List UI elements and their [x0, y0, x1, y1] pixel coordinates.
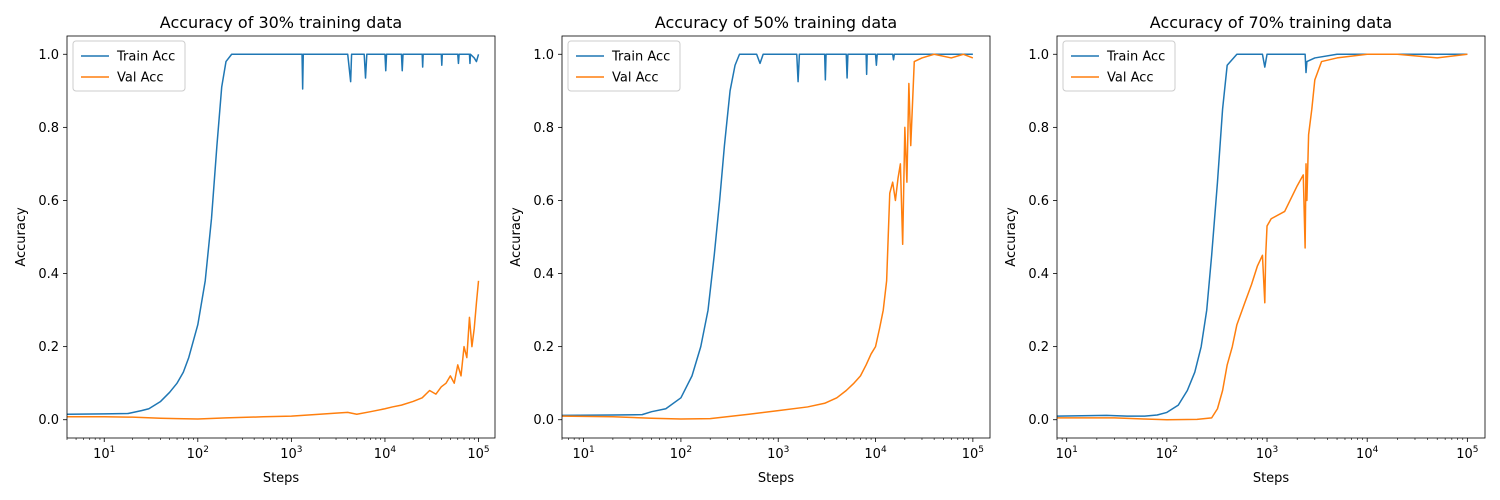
legend-box [72, 40, 186, 92]
x-tick-label: 102 [187, 445, 209, 462]
chart-panel-3: Accuracy of 70% training data 0.0 0.2 0.4 0.… [1004, 13, 1486, 486]
chart-title: Accuracy of 70% training data [1150, 13, 1392, 32]
legend-label: Train Acc [1106, 50, 1165, 65]
y-tick-label: 0.0 [533, 413, 554, 428]
x-tick-label: 103 [280, 445, 302, 462]
plot-frame [1056, 35, 1486, 439]
chart-panel-1: Accuracy of 30% training data 0.0 0.2 0.4 0.… [14, 13, 496, 486]
series-line-train [562, 53, 973, 417]
y-tick-label: 0.6 [533, 194, 554, 209]
series-line-val [562, 53, 974, 420]
plot-frame [66, 35, 496, 439]
x-tick-label: 102 [670, 445, 692, 462]
x-tick-label: 104 [864, 445, 887, 462]
x-tick-label: 105 [962, 445, 984, 462]
chart-title: Accuracy of 50% training data [655, 13, 897, 32]
y-tick-label: 1.0 [533, 48, 554, 63]
y-tick-label: 0.2 [38, 340, 59, 355]
x-tick-label: 104 [374, 445, 397, 462]
x-tick-label: 105 [1456, 445, 1478, 462]
series-line-val [67, 280, 480, 420]
y-tick-label: 0.8 [533, 121, 554, 136]
series-line-train [67, 53, 480, 415]
y-tick-label: 1.0 [38, 48, 59, 63]
legend-label: Val Acc [612, 71, 659, 86]
x-tick-label: 101 [1056, 445, 1078, 462]
y-tick-label: 1.0 [1028, 48, 1049, 63]
y-axis-label: Accuracy [14, 207, 29, 267]
legend-box [1062, 40, 1176, 92]
y-tick-label: 0.0 [1028, 413, 1049, 428]
x-tick-label: 101 [93, 445, 115, 462]
legend-label: Val Acc [117, 71, 164, 86]
y-tick-label: 0.4 [1028, 267, 1049, 282]
x-axis-label: Steps [758, 471, 795, 486]
y-tick-label: 0.0 [38, 413, 59, 428]
y-tick-label: 0.4 [38, 267, 59, 282]
y-tick-label: 0.6 [38, 194, 59, 209]
legend-label: Val Acc [1107, 71, 1154, 86]
legend: Train Acc Val Acc [567, 40, 681, 92]
y-tick-label: 0.8 [38, 121, 59, 136]
legend-label: Train Acc [611, 50, 670, 65]
x-axis-label: Steps [1253, 471, 1290, 486]
x-tick-label: 104 [1356, 445, 1379, 462]
y-tick-label: 0.6 [1028, 194, 1049, 209]
plot-frame [561, 35, 991, 439]
chart-panel-2: Accuracy of 50% training data 0.0 0.2 0.4 0.… [509, 13, 991, 486]
legend: Train Acc Val Acc [1062, 40, 1176, 92]
x-tick-label: 103 [767, 445, 789, 462]
legend-box [567, 40, 681, 92]
y-tick-label: 0.4 [533, 267, 554, 282]
y-axis-label: Accuracy [509, 207, 524, 267]
series-line-val [1057, 53, 1468, 421]
legend: Train Acc Val Acc [72, 40, 186, 92]
y-tick-label: 0.8 [1028, 121, 1049, 136]
x-axis-label: Steps [263, 471, 300, 486]
x-tick-label: 103 [1256, 445, 1278, 462]
chart-title: Accuracy of 30% training data [160, 13, 402, 32]
series-line-train [1057, 53, 1468, 417]
y-tick-label: 0.2 [1028, 340, 1049, 355]
x-tick-label: 101 [572, 445, 594, 462]
legend-label: Train Acc [116, 50, 175, 65]
x-tick-label: 102 [1156, 445, 1178, 462]
x-tick-label: 105 [467, 445, 489, 462]
y-axis-label: Accuracy [1004, 207, 1019, 267]
y-tick-label: 0.2 [533, 340, 554, 355]
